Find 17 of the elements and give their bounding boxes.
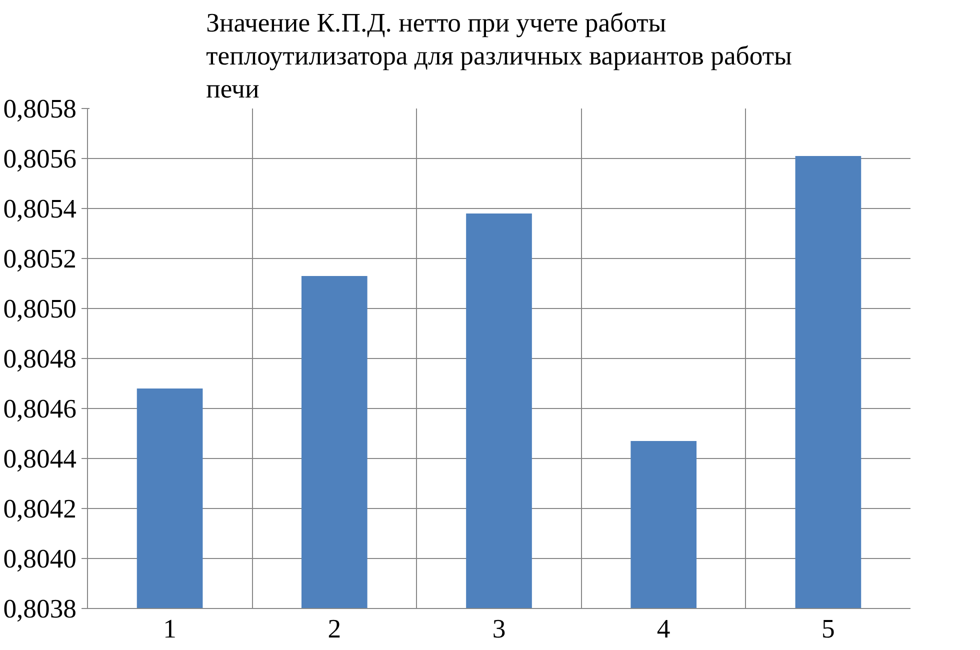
y-tick-label: 0,8056 — [3, 144, 77, 174]
y-tick-label: 0,8044 — [3, 444, 77, 474]
x-tick-label: 2 — [328, 614, 342, 644]
y-tick-label: 0,8042 — [3, 494, 77, 524]
x-tick-label: 1 — [163, 614, 176, 644]
x-tick-label: 4 — [656, 614, 670, 644]
y-tick-label: 0,8050 — [3, 294, 77, 324]
y-tick-label: 0,8058 — [3, 94, 77, 124]
y-tick-label: 0,8048 — [3, 344, 77, 374]
y-tick-label: 0,8040 — [3, 544, 77, 574]
y-tick-label: 0,8052 — [3, 244, 77, 274]
y-tick-label: 0,8046 — [3, 394, 77, 424]
x-tick-label: 3 — [492, 614, 506, 644]
y-tick-label: 0,8054 — [3, 194, 77, 224]
chart-title: Значение К.П.Д. нетто при учете работы теплоутилизатора для различных вариантов работы печи — [206, 8, 792, 104]
y-tick-label: 0,8038 — [3, 594, 77, 624]
x-tick-label: 5 — [822, 614, 835, 644]
